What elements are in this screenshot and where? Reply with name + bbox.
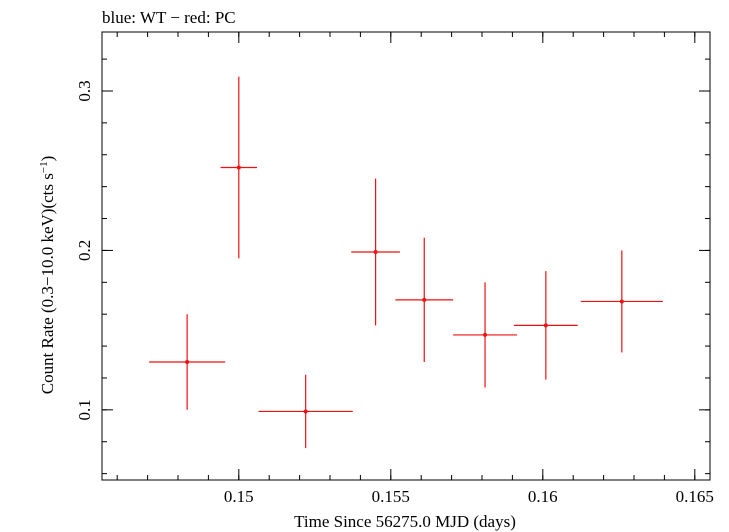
y-tick-label: 0.1 [75, 399, 94, 420]
data-point-marker [543, 323, 548, 328]
x-axis-ticks: 0.15 0.155 0.16 0.165 [224, 32, 714, 506]
x-axis-label: Time Since 56275.0 MJD (days) [294, 512, 516, 531]
y-tick-label: 0.2 [75, 240, 94, 261]
data-point-marker [236, 165, 241, 170]
y-axis-label-end: ) [38, 156, 57, 162]
data-point-marker [619, 299, 624, 304]
y-axis-label-main: Count Rate (0.3−10.0 keV)(cts s [38, 173, 57, 394]
data-point [395, 237, 454, 363]
y-axis-label-superscript: −1 [38, 161, 50, 173]
data-point-marker [373, 250, 378, 255]
data-point [453, 282, 517, 388]
y-axis-ticks: 0.1 0.2 0.3 [75, 80, 710, 420]
data-points [149, 76, 663, 449]
data-point-marker [303, 409, 308, 414]
chart-title: blue: WT − red: PC [102, 8, 236, 27]
data-point-marker [422, 297, 427, 302]
data-point [513, 271, 578, 380]
x-tick-label: 0.15 [224, 487, 254, 506]
x-tick-label: 0.155 [372, 487, 410, 506]
x-tick-label: 0.16 [528, 487, 558, 506]
data-point [258, 374, 353, 449]
x-tick-label: 0.165 [676, 487, 714, 506]
y-axis-label: Count Rate (0.3−10.0 keV)(cts s−1) [38, 156, 57, 395]
data-point [351, 178, 400, 326]
data-point [149, 314, 226, 410]
y-tick-label: 0.3 [75, 80, 94, 101]
plot-frame [101, 31, 711, 481]
plot-axes [101, 31, 711, 481]
data-point-marker [483, 332, 488, 337]
data-point-marker [185, 360, 190, 365]
data-point [580, 250, 663, 353]
data-point [220, 76, 258, 259]
